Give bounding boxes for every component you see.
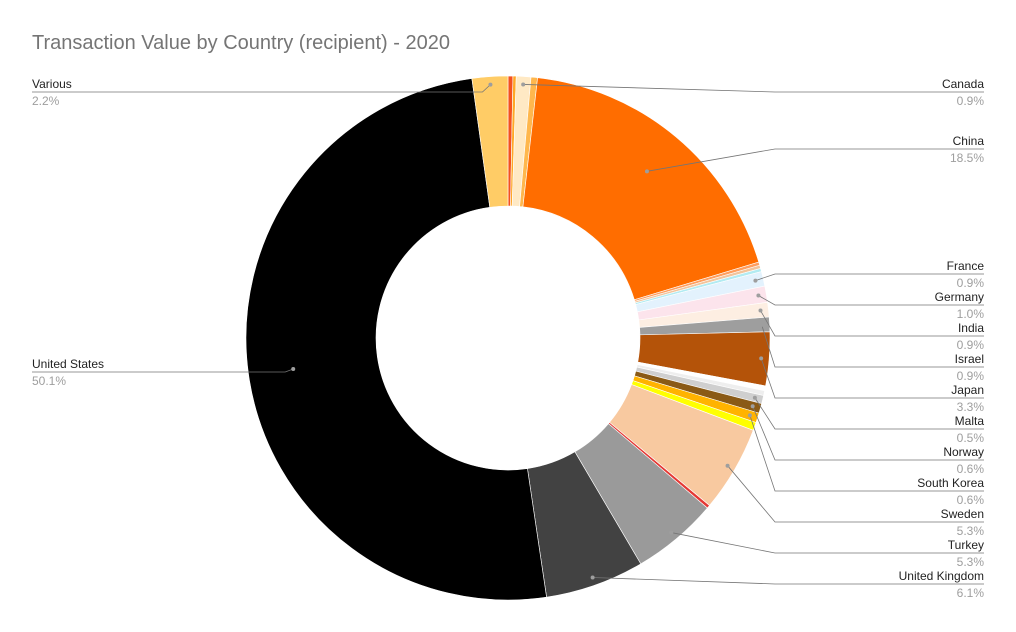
- leader-dot-various: [488, 82, 493, 87]
- leader-line-india: [760, 310, 984, 337]
- pct-france: 0.9%: [957, 276, 985, 290]
- label-united-kingdom: United Kingdom: [899, 569, 984, 583]
- leader-line-various: [32, 84, 491, 93]
- pct-india: 0.9%: [957, 338, 985, 352]
- leader-line-france: [755, 273, 984, 281]
- callout-united-states: United States 50.1%: [32, 357, 296, 388]
- callout-sweden: Sweden 5.3%: [725, 463, 985, 538]
- leader-line-united-kingdom: [592, 577, 984, 585]
- pct-south-korea: 0.6%: [957, 493, 985, 507]
- leader-dot-malta: [752, 395, 757, 400]
- leader-dot-united-kingdom: [590, 575, 595, 580]
- callout-united-kingdom: United Kingdom 6.1%: [590, 569, 985, 600]
- leader-line-israel: [761, 324, 984, 368]
- pct-united-kingdom: 6.1%: [957, 586, 985, 600]
- label-canada: Canada: [942, 77, 984, 91]
- callout-turkey: Turkey 5.3%: [669, 530, 985, 569]
- leader-line-turkey: [671, 532, 984, 554]
- callout-india: India 0.9%: [758, 308, 985, 352]
- leader-line-south-korea: [749, 415, 984, 492]
- pct-united-states: 50.1%: [32, 374, 66, 388]
- leader-dot-turkey: [669, 530, 674, 535]
- callout-malta: Malta 0.5%: [752, 395, 985, 445]
- chart-title: Transaction Value by Country (recipient)…: [32, 32, 450, 54]
- leader-dot-france: [753, 278, 758, 283]
- leader-line-china: [646, 148, 984, 172]
- pct-sweden: 5.3%: [957, 524, 985, 538]
- leader-line-japan: [760, 358, 984, 399]
- pct-germany: 1.0%: [957, 307, 985, 321]
- pct-china: 18.5%: [950, 151, 984, 165]
- label-germany: Germany: [935, 290, 984, 304]
- pct-japan: 3.3%: [957, 400, 985, 414]
- label-sweden: Sweden: [941, 507, 984, 521]
- pct-israel: 0.9%: [957, 369, 985, 383]
- pct-malta: 0.5%: [957, 431, 985, 445]
- slice-china[interactable]: [522, 77, 760, 301]
- callout-germany: Germany 1.0%: [756, 290, 984, 321]
- leader-dot-norway: [750, 404, 755, 409]
- label-south-korea: South Korea: [917, 476, 984, 490]
- leader-line-malta: [754, 397, 984, 430]
- slice-various[interactable]: [471, 75, 509, 208]
- leader-dot-germany: [756, 293, 761, 298]
- label-japan: Japan: [951, 383, 984, 397]
- pct-norway: 0.6%: [957, 462, 985, 476]
- leader-dot-sweden: [725, 463, 730, 468]
- callout-norway: Norway 0.6%: [750, 404, 985, 476]
- label-china: China: [953, 134, 985, 148]
- label-united-states: United States: [32, 357, 104, 371]
- leader-dot-china: [644, 169, 649, 174]
- label-france: France: [947, 259, 985, 273]
- callout-japan: Japan 3.3%: [759, 356, 984, 414]
- slices-layer: [245, 75, 771, 601]
- label-various: Various: [32, 77, 72, 91]
- leader-line-norway: [752, 406, 984, 461]
- label-israel: Israel: [955, 352, 984, 366]
- label-india: India: [958, 321, 984, 335]
- callout-various: Various 2.2%: [32, 77, 493, 108]
- leader-line-canada: [523, 84, 984, 93]
- label-turkey: Turkey: [948, 538, 984, 552]
- pct-various: 2.2%: [32, 94, 60, 108]
- callout-canada: Canada 0.9%: [521, 77, 984, 108]
- leader-dot-canada: [521, 82, 526, 87]
- leader-dot-india: [758, 308, 763, 313]
- leader-line-sweden: [727, 465, 984, 523]
- pct-canada: 0.9%: [957, 94, 985, 108]
- leader-dot-united-states: [291, 366, 296, 371]
- label-malta: Malta: [955, 414, 985, 428]
- leader-dot-israel: [759, 322, 764, 327]
- label-norway: Norway: [943, 445, 984, 459]
- pct-turkey: 5.3%: [957, 555, 985, 569]
- leader-dot-japan: [759, 356, 764, 361]
- labels-layer: Canada0.9%China18.5%France0.9%Germany1.0…: [32, 77, 984, 600]
- leader-dot-south-korea: [747, 413, 752, 418]
- callout-china: China 18.5%: [644, 134, 985, 174]
- slice-united-states[interactable]: [245, 78, 547, 601]
- leader-line-germany: [758, 295, 984, 306]
- leader-line-united-states: [32, 368, 294, 373]
- callout-france: France 0.9%: [753, 259, 984, 290]
